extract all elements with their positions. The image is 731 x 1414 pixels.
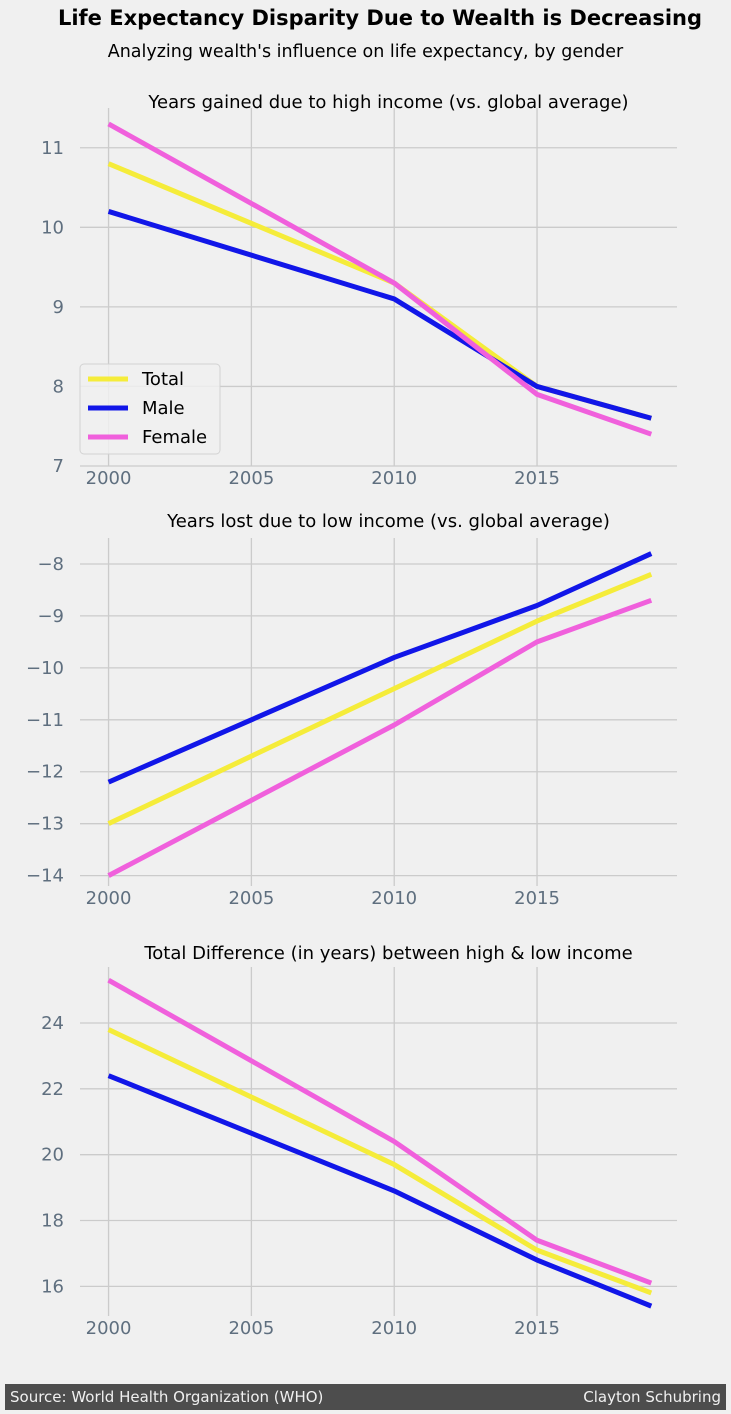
- y-tick-label: −10: [26, 658, 64, 679]
- footer-bar: Source: World Health Organization (WHO) …: [5, 1384, 726, 1410]
- x-tick-label: 2000: [86, 888, 132, 909]
- x-tick-label: 2000: [86, 1318, 132, 1339]
- series-line-female: [107, 121, 653, 437]
- series-line-male: [107, 1073, 653, 1309]
- x-tick-label: 2010: [371, 888, 417, 909]
- series-line-male: [107, 209, 652, 421]
- series-line-female: [107, 977, 653, 1286]
- legend-label: Male: [142, 398, 185, 419]
- y-tick-label: 16: [41, 1276, 64, 1297]
- y-tick-label: −11: [26, 710, 64, 731]
- y-tick-label: 11: [41, 138, 64, 159]
- y-tick-label: 22: [41, 1079, 64, 1100]
- x-tick-label: 2000: [86, 468, 132, 489]
- series-line-total: [107, 1027, 653, 1296]
- y-tick-label: 9: [53, 297, 64, 318]
- y-tick-label: −12: [26, 762, 64, 783]
- panel-title: Years lost due to low income (vs. global…: [166, 511, 610, 532]
- footer-author: Clayton Schubring: [583, 1388, 721, 1406]
- series-line-male: [107, 551, 653, 785]
- series-line-female: [107, 597, 653, 878]
- footer-source: Source: World Health Organization (WHO): [10, 1388, 324, 1406]
- x-tick-label: 2010: [371, 468, 417, 489]
- y-tick-label: −9: [37, 606, 64, 627]
- x-tick-label: 2015: [514, 888, 560, 909]
- main-title: Life Expectancy Disparity Due to Wealth …: [57, 6, 703, 30]
- y-tick-label: −13: [26, 814, 64, 835]
- legend-label: Female: [142, 427, 207, 448]
- x-tick-label: 2015: [514, 468, 560, 489]
- panel-title: Years gained due to high income (vs. glo…: [147, 92, 628, 113]
- legend-label: Total: [141, 369, 184, 390]
- x-tick-label: 2005: [228, 888, 274, 909]
- x-tick-label: 2005: [228, 1318, 274, 1339]
- x-tick-label: 2005: [228, 468, 274, 489]
- x-tick-label: 2015: [514, 1318, 560, 1339]
- y-tick-label: 18: [41, 1211, 64, 1232]
- legend-box: [79, 363, 221, 455]
- y-tick-label: −8: [37, 554, 64, 575]
- series-line-total: [107, 572, 653, 826]
- panel-title: Total Difference (in years) between high…: [143, 943, 632, 964]
- y-tick-label: 8: [53, 376, 64, 397]
- x-tick-label: 2010: [371, 1318, 417, 1339]
- y-tick-label: 24: [41, 1013, 64, 1034]
- y-tick-label: 10: [41, 217, 64, 238]
- y-tick-label: 7: [53, 456, 64, 477]
- main-subtitle: Analyzing wealth's influence on life exp…: [107, 42, 624, 62]
- y-tick-label: −14: [26, 866, 64, 887]
- y-tick-label: 20: [41, 1145, 64, 1166]
